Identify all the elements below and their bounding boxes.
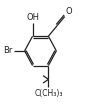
Text: C(CH₃)₃: C(CH₃)₃ xyxy=(34,89,63,98)
Text: O: O xyxy=(66,7,73,15)
Text: Br: Br xyxy=(3,46,13,55)
Text: OH: OH xyxy=(26,13,39,22)
